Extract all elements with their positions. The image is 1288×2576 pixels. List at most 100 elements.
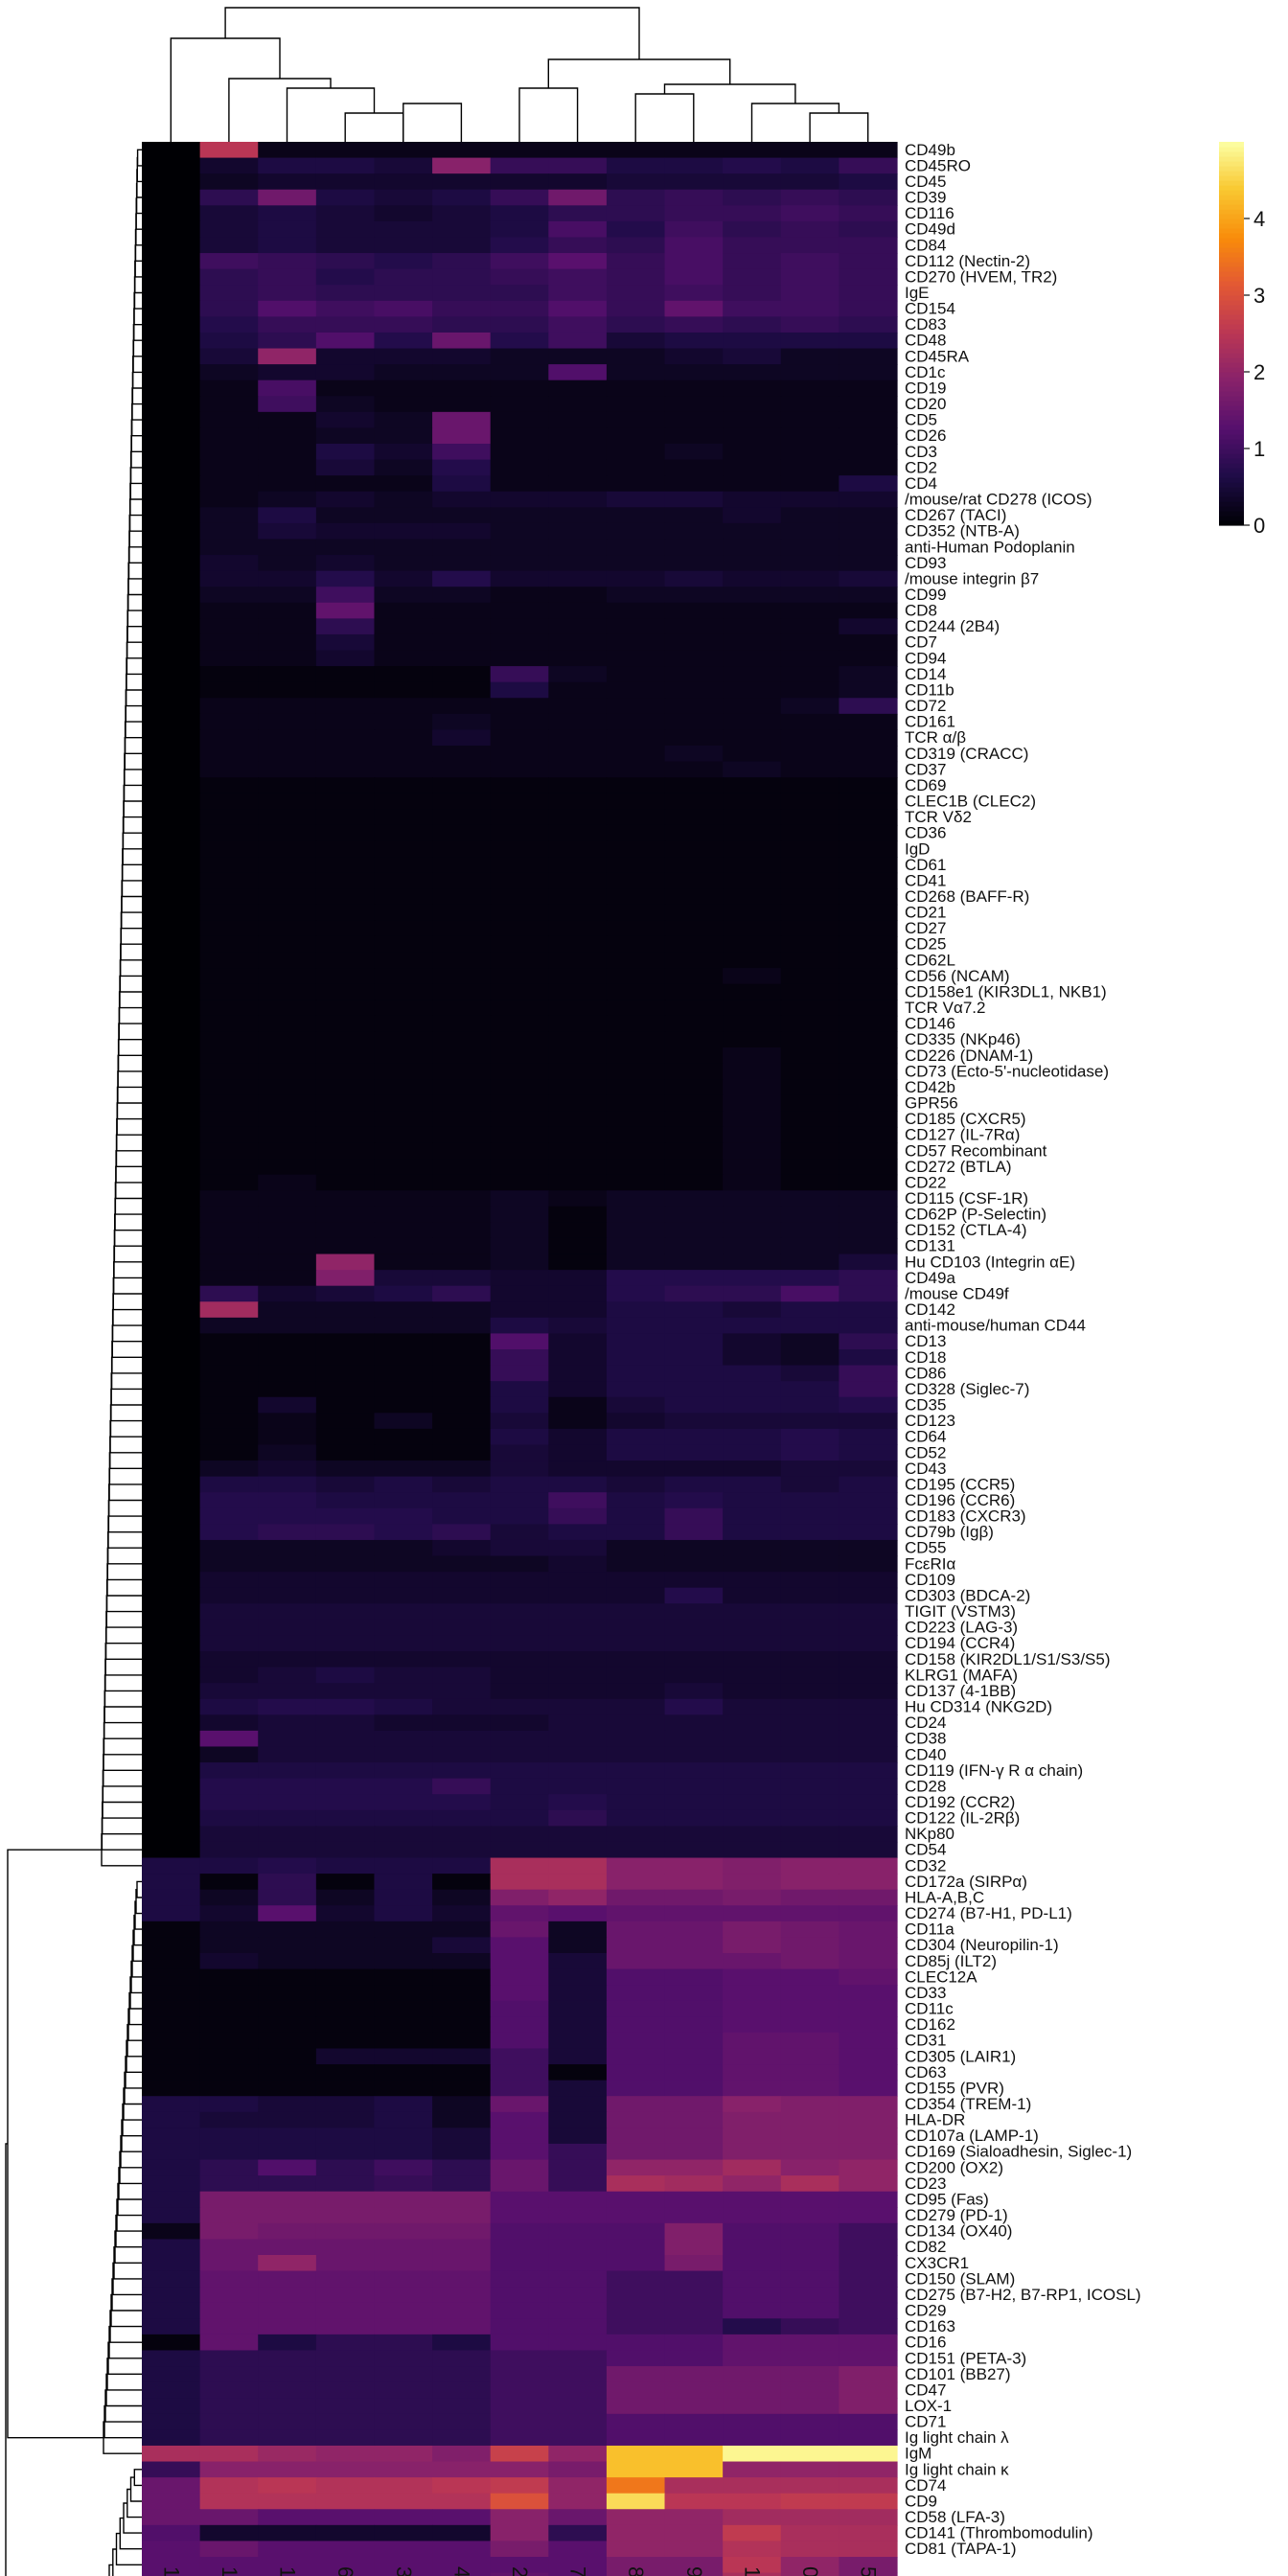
- heatmap-cell: [142, 1206, 201, 1223]
- heatmap-cell: [780, 459, 840, 476]
- heatmap-cell: [780, 1492, 840, 1509]
- heatmap-cell: [664, 2318, 724, 2335]
- heatmap-cell: [723, 1841, 782, 1859]
- heatmap-cell: [199, 1381, 259, 1398]
- heatmap-cell: [142, 220, 201, 239]
- heatmap-cell: [606, 2413, 666, 2430]
- heatmap-cell: [258, 491, 317, 508]
- heatmap-cell: [780, 1968, 840, 1986]
- heatmap-cell: [490, 2302, 549, 2319]
- heatmap-cell: [780, 1920, 840, 1939]
- heatmap-cell: [839, 237, 898, 254]
- heatmap-cell: [839, 2096, 898, 2113]
- heatmap-cell: [839, 1015, 898, 1033]
- heatmap-cell: [432, 1222, 492, 1239]
- heatmap-cell: [374, 1142, 433, 1160]
- heatmap-cell: [780, 824, 840, 842]
- row-label: CD9: [905, 2492, 937, 2510]
- heatmap-cell: [780, 427, 840, 445]
- heatmap-cell: [199, 253, 259, 270]
- heatmap-cell: [374, 2080, 433, 2097]
- heatmap-cell: [723, 237, 782, 254]
- heatmap-cell: [490, 1635, 549, 1652]
- heatmap-cell: [199, 2413, 259, 2430]
- heatmap-cell: [142, 2509, 201, 2526]
- heatmap-cell: [374, 1365, 433, 1382]
- heatmap-cell: [839, 840, 898, 858]
- heatmap-cell: [839, 761, 898, 778]
- heatmap-cell: [548, 777, 608, 794]
- heatmap-cell: [548, 2159, 608, 2176]
- heatmap-cell: [548, 2572, 608, 2576]
- heatmap-cell: [432, 427, 492, 445]
- heatmap-cell: [723, 681, 782, 699]
- heatmap-cell: [315, 666, 376, 683]
- column-label: 10: [276, 2566, 300, 2576]
- heatmap-cell: [374, 205, 433, 222]
- heatmap-cell: [490, 1587, 549, 1604]
- colorbar-swatch: [1219, 218, 1244, 224]
- heatmap-cell: [606, 570, 666, 587]
- heatmap-cell: [780, 618, 840, 635]
- colorbar-swatch: [1219, 276, 1244, 282]
- heatmap-cell: [432, 1539, 492, 1557]
- heatmap-cell: [315, 1953, 376, 1970]
- heatmap-cell: [723, 2429, 782, 2447]
- heatmap-cell: [432, 1349, 492, 1367]
- heatmap-cell: [432, 491, 492, 508]
- heatmap-cell: [606, 1651, 666, 1668]
- heatmap-cell: [780, 2207, 840, 2224]
- heatmap-cell: [490, 2429, 549, 2447]
- heatmap-cell: [199, 142, 259, 159]
- heatmap-cell: [315, 1381, 376, 1398]
- heatmap-cell: [258, 2080, 317, 2097]
- heatmap-cell: [142, 1985, 201, 2002]
- heatmap-cell: [839, 1555, 898, 1573]
- heatmap-cell: [723, 2572, 782, 2576]
- row-label: CD42b: [905, 1078, 955, 1096]
- row-label: IgE: [905, 284, 930, 302]
- heatmap-cell: [258, 586, 317, 604]
- heatmap-cell: [374, 2096, 433, 2113]
- heatmap-cell: [548, 2000, 608, 2017]
- heatmap-cell: [839, 300, 898, 317]
- heatmap-cell: [374, 2143, 433, 2161]
- heatmap-cell: [432, 2016, 492, 2034]
- heatmap-cell: [606, 1142, 666, 1160]
- heatmap-cell: [432, 2159, 492, 2176]
- heatmap-cell: [142, 1667, 201, 1684]
- heatmap-cell: [258, 1063, 317, 1080]
- heatmap-cell: [315, 2016, 376, 2034]
- heatmap-cell: [432, 1142, 492, 1160]
- heatmap-cell: [723, 1428, 782, 1446]
- heatmap-cell: [548, 809, 608, 826]
- heatmap-cell: [374, 1270, 433, 1287]
- heatmap-cell: [839, 1381, 898, 1398]
- heatmap-cell: [839, 2270, 898, 2288]
- heatmap-cell: [432, 507, 492, 524]
- heatmap-cell: [606, 364, 666, 381]
- heatmap-cell: [664, 1063, 724, 1080]
- heatmap-cell: [374, 1905, 433, 1922]
- colorbar-swatch: [1219, 161, 1244, 167]
- heatmap-cell: [548, 539, 608, 556]
- heatmap-cell: [839, 2287, 898, 2304]
- colorbar-swatch: [1219, 496, 1244, 502]
- heatmap-cell: [548, 2239, 608, 2256]
- heatmap-cell: [199, 2572, 259, 2576]
- row-label: CD57 Recombinant: [905, 1141, 1047, 1160]
- heatmap-cell: [199, 1174, 259, 1191]
- heatmap-cell: [315, 1667, 376, 1684]
- heatmap-cell: [258, 777, 317, 794]
- heatmap-cell: [780, 2111, 840, 2128]
- colorbar-swatch: [1219, 520, 1244, 526]
- heatmap-cell: [142, 2302, 201, 2319]
- heatmap-cell: [432, 777, 492, 794]
- heatmap-cell: [432, 1079, 492, 1096]
- heatmap-cell: [839, 1826, 898, 1843]
- heatmap-cell: [142, 2413, 201, 2430]
- heatmap-cell: [142, 602, 201, 619]
- heatmap-cell: [258, 1794, 317, 1811]
- heatmap-cell: [142, 1031, 201, 1048]
